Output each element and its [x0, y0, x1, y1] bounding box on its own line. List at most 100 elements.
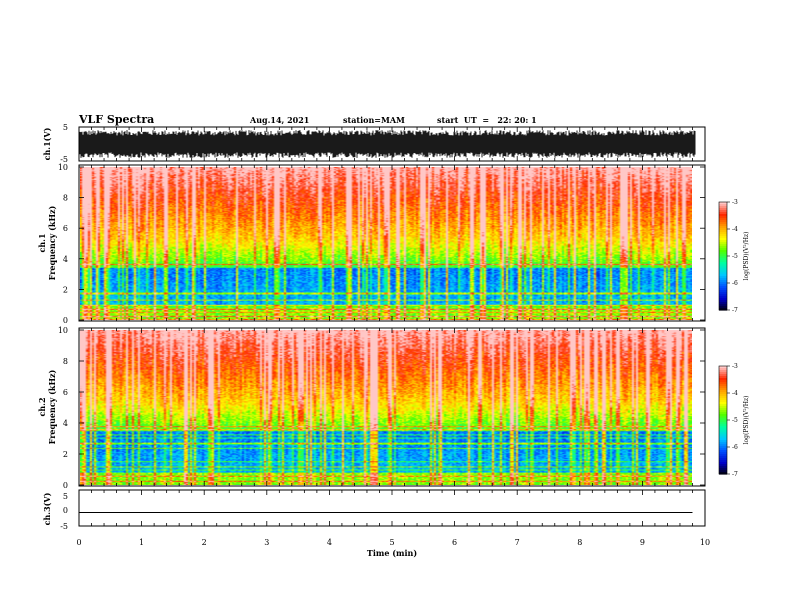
colorbar-cell [719, 398, 727, 401]
colorbar-cell [719, 262, 727, 265]
colorbar-cell [719, 302, 727, 305]
ch1-spectrogram-ylabel-line1: ch.1 [37, 233, 47, 252]
colorbar-cell [719, 242, 727, 245]
colorbar-cell [719, 392, 727, 395]
colorbar-cell [719, 288, 727, 291]
colorbar-tick-label--6: -6 [732, 280, 738, 287]
colorbar-cell [719, 444, 727, 447]
colorbar-cell [719, 388, 727, 391]
colorbar-cell [719, 396, 727, 399]
colorbar-cell [719, 222, 727, 225]
x-tick-label-0: 0 [76, 538, 81, 547]
x-axis-label: Time (min) [367, 548, 417, 558]
colorbar-cell [719, 244, 727, 247]
colorbar-cell [719, 218, 727, 221]
colorbar-cell [719, 220, 727, 223]
colorbar-tick-label--4: -4 [732, 226, 738, 233]
colorbar-cell [719, 276, 727, 279]
x-axis-ticks: 0 1 2 3 4 5 6 7 8 9 10 [76, 127, 710, 547]
colorbar-cell [719, 452, 727, 455]
ytick-spec1-label-4: 4 [63, 255, 68, 264]
colorbar-cell [719, 264, 727, 267]
colorbar-tick-label--3: -3 [732, 363, 738, 370]
colorbar-cell [719, 250, 727, 253]
colorbar-tick-label--4: -4 [732, 390, 738, 397]
colorbar-cell [719, 282, 727, 285]
colorbar-cell [719, 412, 727, 415]
ch2-spectrogram-ylabel: ch.2 Frequency (kHz) [37, 369, 57, 444]
colorbar-cell [719, 438, 727, 441]
colorbar-cell [719, 274, 727, 277]
colorbar-cell [719, 418, 727, 421]
ch1-colorbar: -3 -4 -5 -6 -7 log(PSD)(V²/Hz) [718, 199, 750, 314]
colorbar-cell [719, 240, 727, 243]
colorbar-cell [719, 260, 727, 263]
x-tick-label-7: 7 [515, 538, 520, 547]
colorbar-cell [719, 446, 727, 449]
x-tick-label-1: 1 [139, 538, 144, 547]
ytick-spec2-label-8: 8 [63, 357, 68, 366]
ytick-spec1-label-6: 6 [63, 224, 68, 233]
colorbar-cell [719, 424, 727, 427]
colorbar-cell [719, 400, 727, 403]
colorbar-cell [719, 394, 727, 397]
ytick-spec1-label-10: 10 [58, 163, 68, 172]
colorbar-cell [719, 308, 727, 311]
colorbar-label: log(PSD)(V²/Hz) [743, 396, 750, 445]
x-tick-label-9: 9 [640, 538, 645, 547]
colorbar-cell [719, 304, 727, 307]
colorbar-cell [719, 414, 727, 417]
ch1-ytick-5: 5 [63, 123, 68, 132]
colorbar-label: log(PSD)(V²/Hz) [743, 232, 750, 281]
colorbar-cell [719, 404, 727, 407]
x-tick-label-5: 5 [389, 538, 394, 547]
colorbar-cell [719, 234, 727, 237]
colorbar-cell [719, 408, 727, 411]
colorbar-cell [719, 294, 727, 297]
ch1-waveform-path [79, 130, 696, 158]
colorbar-cell [719, 462, 727, 465]
colorbar-cell [719, 434, 727, 437]
colorbar-cell [719, 204, 727, 207]
ytick-spec2-label-6: 6 [63, 388, 68, 397]
colorbar-cell [719, 290, 727, 293]
x-tick-label-10: 10 [700, 538, 710, 547]
colorbar-cell [719, 376, 727, 379]
colorbar-cell [719, 216, 727, 219]
colorbar-cell [719, 420, 727, 423]
colorbar-cell [719, 228, 727, 231]
colorbar-tick-label--3: -3 [732, 199, 738, 206]
colorbar-cell [719, 230, 727, 233]
ytick-spec2-label-0: 0 [63, 481, 68, 490]
colorbar-cell [719, 466, 727, 469]
ch1-waveform-trace [79, 130, 696, 158]
colorbar-cell [719, 428, 727, 431]
colorbar-cell [719, 268, 727, 271]
colorbar-cell [719, 256, 727, 259]
colorbar-cell [719, 402, 727, 405]
colorbar-cell [719, 258, 727, 261]
colorbar-cell [719, 464, 727, 467]
colorbar-cell [719, 248, 727, 251]
x-tick-label-4: 4 [327, 538, 332, 547]
colorbar-cell [719, 382, 727, 385]
colorbar-cell [719, 252, 727, 255]
x-tick-label-3: 3 [264, 538, 269, 547]
colorbar-cell [719, 278, 727, 281]
ch3-ytick-5: 5 [63, 492, 68, 501]
colorbar-cell [719, 458, 727, 461]
ytick-spec1-label-8: 8 [63, 194, 68, 203]
colorbar-cell [719, 378, 727, 381]
colorbar-cell [719, 406, 727, 409]
colorbar-cell [719, 460, 727, 463]
colorbar-cell [719, 210, 727, 213]
colorbar-cell [719, 270, 727, 273]
ch2-spectrogram-ylabel-line1: ch.2 [37, 397, 47, 416]
ch2-spectrogram-y-ticks: 0 2 4 6 8 10 [58, 326, 705, 490]
x-tick-label-2: 2 [202, 538, 207, 547]
colorbar-cell [719, 212, 727, 215]
colorbar-cell [719, 468, 727, 471]
ch1-waveform-ylabel: ch.1(V) [42, 127, 52, 160]
ch2-spectrogram-image [80, 330, 692, 485]
